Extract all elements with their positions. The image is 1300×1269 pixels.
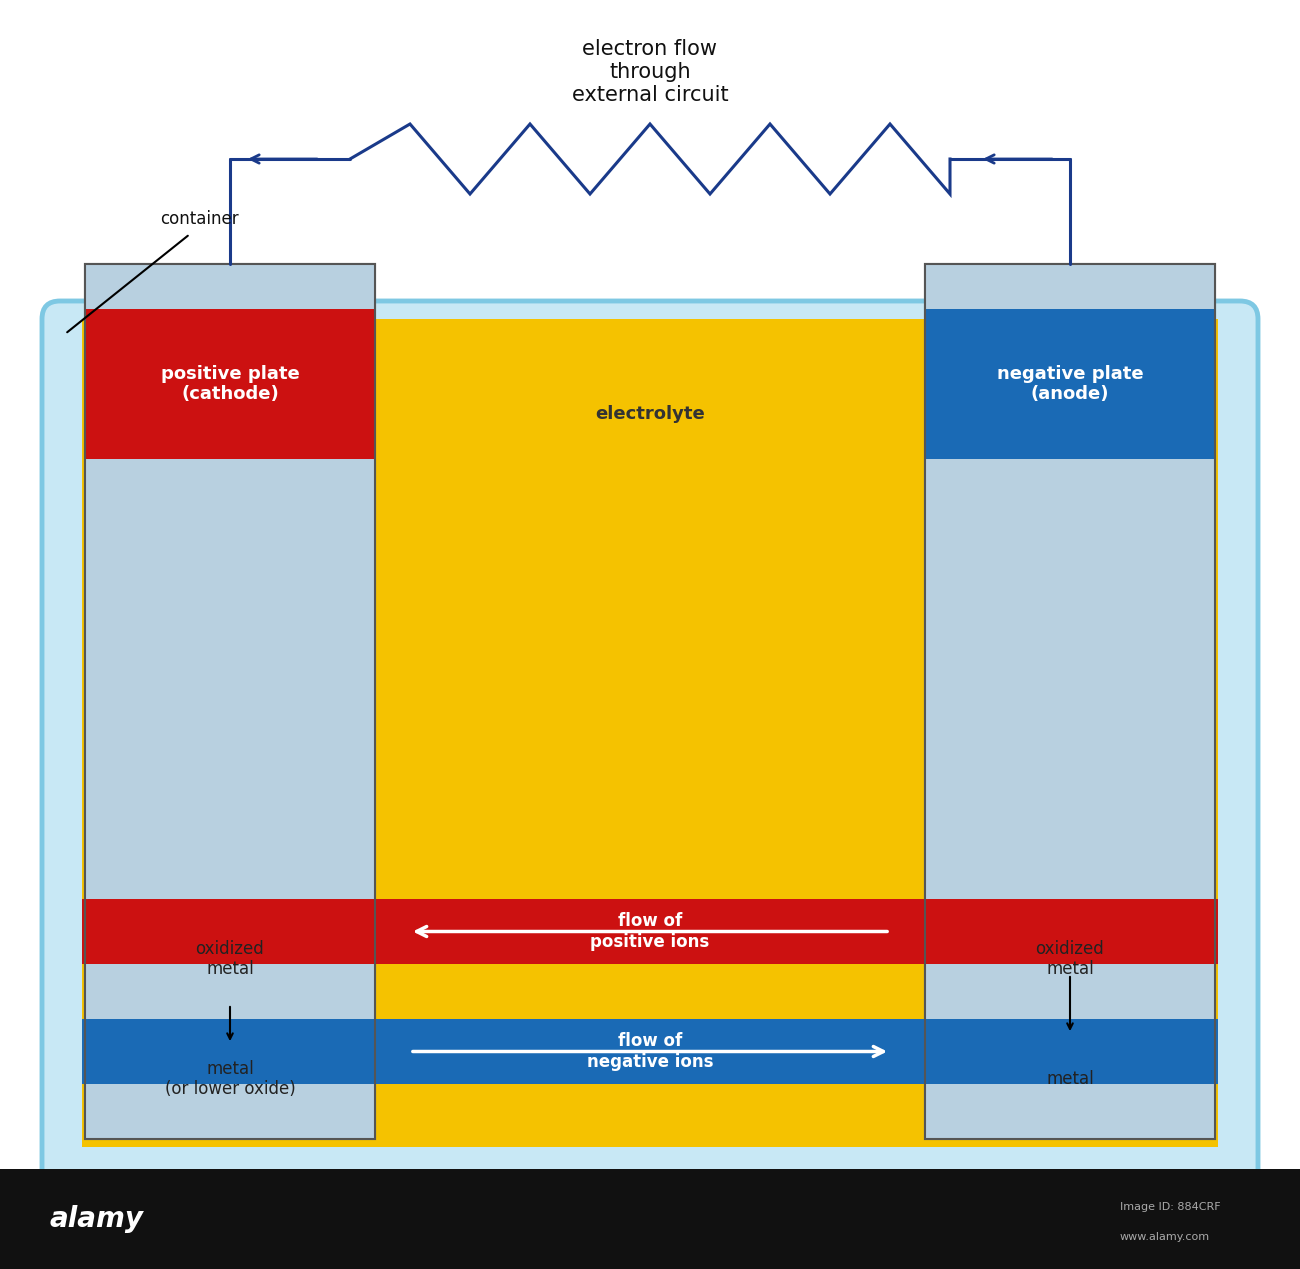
Bar <box>84 264 374 1140</box>
Text: negative plate
(anode): negative plate (anode) <box>997 364 1143 404</box>
Text: flow of
negative ions: flow of negative ions <box>586 1032 714 1071</box>
Bar <box>84 264 374 1140</box>
Bar <box>0 1169 1300 1269</box>
Text: alamy: alamy <box>49 1206 144 1233</box>
Text: flow of
positive ions: flow of positive ions <box>590 912 710 950</box>
Bar <box>82 1019 1218 1084</box>
Text: positive plate
(cathode): positive plate (cathode) <box>161 364 299 404</box>
Bar <box>82 898 1218 964</box>
Bar <box>926 898 1216 964</box>
Bar <box>926 264 1216 1140</box>
Text: www.alamy.com: www.alamy.com <box>1121 1232 1210 1242</box>
Bar <box>926 1019 1216 1084</box>
Bar <box>84 264 374 1140</box>
Bar <box>82 319 1218 1147</box>
Bar <box>926 308 1216 459</box>
Bar <box>84 308 374 459</box>
Bar <box>84 308 374 459</box>
Bar <box>926 264 1216 1140</box>
Bar <box>84 898 374 964</box>
Bar <box>84 1019 374 1084</box>
Text: metal
(or lower oxide): metal (or lower oxide) <box>165 1060 295 1099</box>
FancyBboxPatch shape <box>42 301 1258 1187</box>
Text: oxidized
metal: oxidized metal <box>1036 939 1105 978</box>
Text: oxidized
metal: oxidized metal <box>195 939 264 978</box>
Text: container: container <box>160 209 239 228</box>
Text: Image ID: 884CRF: Image ID: 884CRF <box>1121 1202 1221 1212</box>
Bar <box>926 308 1216 459</box>
Text: metal: metal <box>1046 1070 1093 1088</box>
Text: electron flow
through
external circuit: electron flow through external circuit <box>572 39 728 105</box>
Text: electrolyte: electrolyte <box>595 405 705 423</box>
Bar <box>926 264 1216 1140</box>
